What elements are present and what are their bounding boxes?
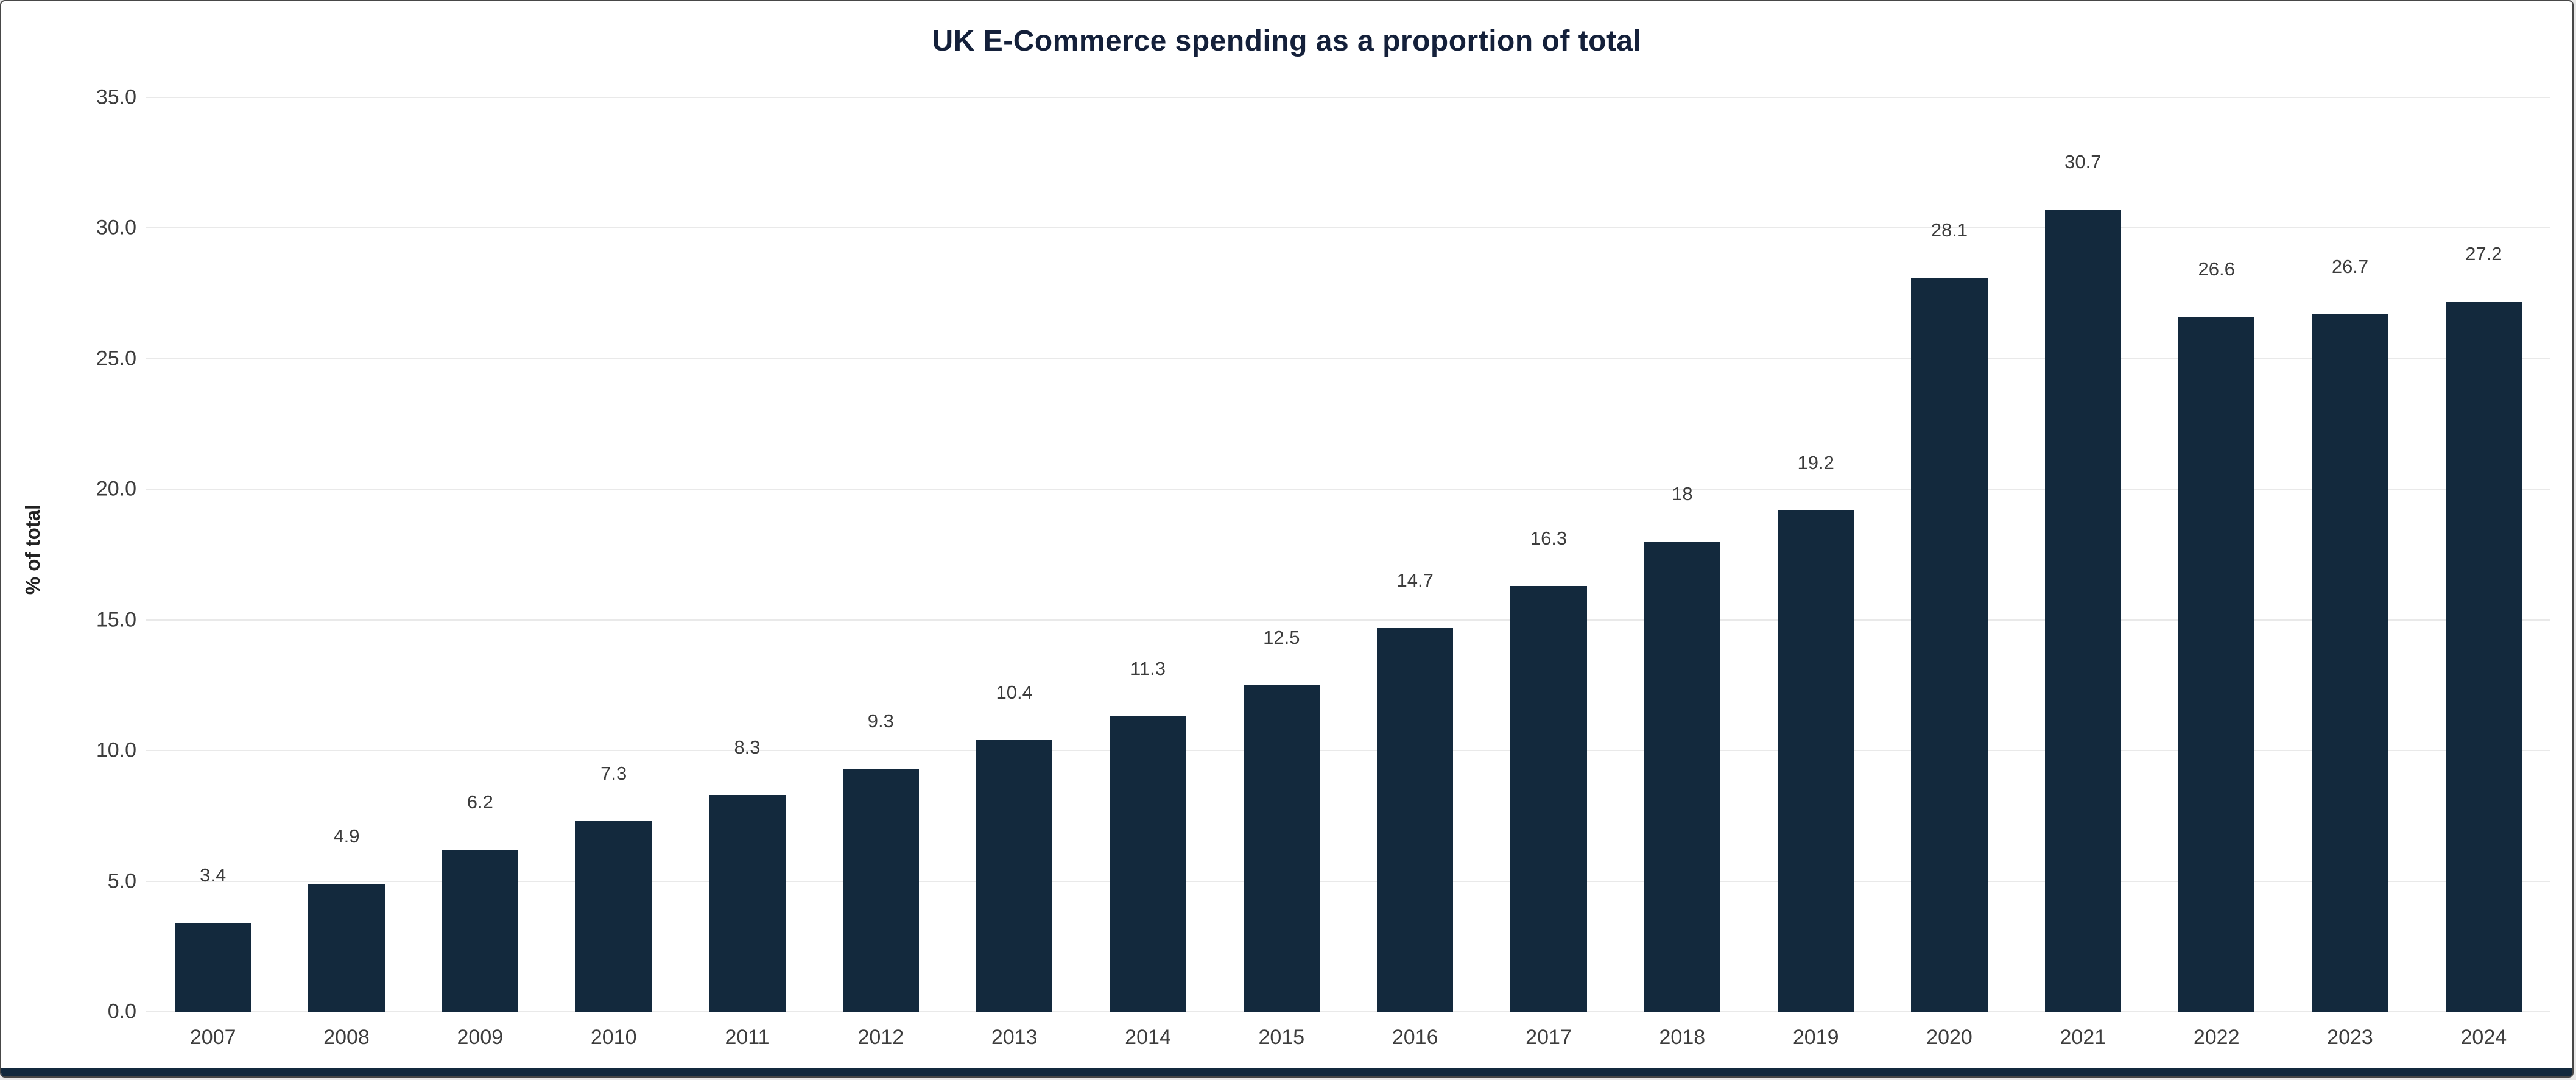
gridline [146,489,2550,490]
x-tick-label: 2019 [1792,1026,1839,1049]
x-tick-label: 2012 [857,1026,904,1049]
bar [2445,301,2522,1012]
y-tick-label: 35.0 [96,85,136,109]
bar-value-label: 19.2 [1797,451,1834,473]
bar-value-label: 4.9 [333,825,360,847]
bar-value-label: 8.3 [734,736,761,758]
bar-value-label: 7.3 [600,762,627,784]
y-tick-label: 15.0 [96,608,136,632]
gridline [146,619,2550,621]
gridline [146,1011,2550,1012]
gridline [146,227,2550,229]
x-tick-label: 2008 [323,1026,370,1049]
bar [709,795,786,1012]
x-tick-label: 2015 [1258,1026,1305,1049]
x-tick-label: 2011 [725,1026,770,1049]
y-tick-label: 25.0 [96,347,136,370]
x-tick-label: 2007 [189,1026,236,1049]
bar [2178,317,2255,1012]
bar [1510,585,1587,1012]
bar [2044,210,2121,1012]
gridline [146,97,2550,98]
bar-value-label: 10.4 [996,682,1033,703]
bar [575,821,652,1012]
bar-value-label: 3.4 [200,864,227,886]
plot-area: 3.4 4.9 6.2 7.3 8.3 9.3 10.4 11.3 12.5 14.7 16.3 18… [146,97,2550,1012]
bar-value-label: 26.7 [2331,255,2369,277]
bar-value-label: 28.1 [1930,219,1968,241]
x-tick-label: 2021 [2060,1026,2106,1049]
bar [2312,314,2388,1012]
y-tick-label: 30.0 [96,216,136,239]
bottom-strip [1,1068,2572,1076]
x-tick-label: 2024 [2460,1026,2507,1049]
x-tick-label: 2023 [2327,1026,2373,1049]
bar-value-label: 18 [1672,483,1693,505]
bar [1911,277,1988,1012]
y-tick-label: 0.0 [107,1000,136,1023]
x-tick-label: 2020 [1926,1026,1972,1049]
bar [175,923,252,1012]
gridline [146,358,2550,359]
bar [1243,685,1320,1012]
gridline [146,880,2550,882]
bar-value-label: 30.7 [2064,151,2102,173]
x-tick-label: 2017 [1526,1026,1572,1049]
bar-value-label: 16.3 [1530,527,1568,549]
x-tick-label: 2010 [590,1026,637,1049]
bar [1110,716,1186,1012]
gridline [146,750,2550,752]
chart-title: UK E-Commerce spending as a proportion o… [932,25,1642,57]
bar [1377,627,1454,1012]
x-tick-label: 2016 [1392,1026,1438,1049]
bar [442,850,518,1012]
y-axis-tick-labels: 0.0 5.0 10.0 15.0 20.0 25.0 30.0 35.0 [60,86,136,1023]
bar [308,883,385,1012]
x-tick-label: 2014 [1125,1026,1171,1049]
bar-value-label: 14.7 [1396,569,1434,591]
bar-value-label: 27.2 [2465,242,2502,264]
bar [1778,510,1854,1012]
bar-value-label: 6.2 [466,791,493,813]
bar-value-label: 12.5 [1263,626,1300,648]
y-tick-label: 5.0 [107,869,136,893]
bar [842,769,919,1012]
y-tick-label: 20.0 [96,477,136,501]
bar-value-label: 11.3 [1130,658,1166,680]
x-axis-tick-labels: 2007 2008 2009 2010 2011 2012 2013 2014 2015 2016… [146,1026,2550,1056]
bar [976,740,1053,1012]
x-tick-label: 2013 [991,1026,1038,1049]
bar-value-label: 9.3 [867,710,894,732]
bar-value-label: 26.6 [2198,258,2235,280]
x-tick-label: 2009 [457,1026,504,1049]
x-tick-label: 2022 [2193,1026,2240,1049]
x-tick-label: 2018 [1659,1026,1706,1049]
y-tick-label: 10.0 [96,738,136,762]
y-axis-title: % of total [21,504,44,595]
bar [1644,542,1720,1012]
